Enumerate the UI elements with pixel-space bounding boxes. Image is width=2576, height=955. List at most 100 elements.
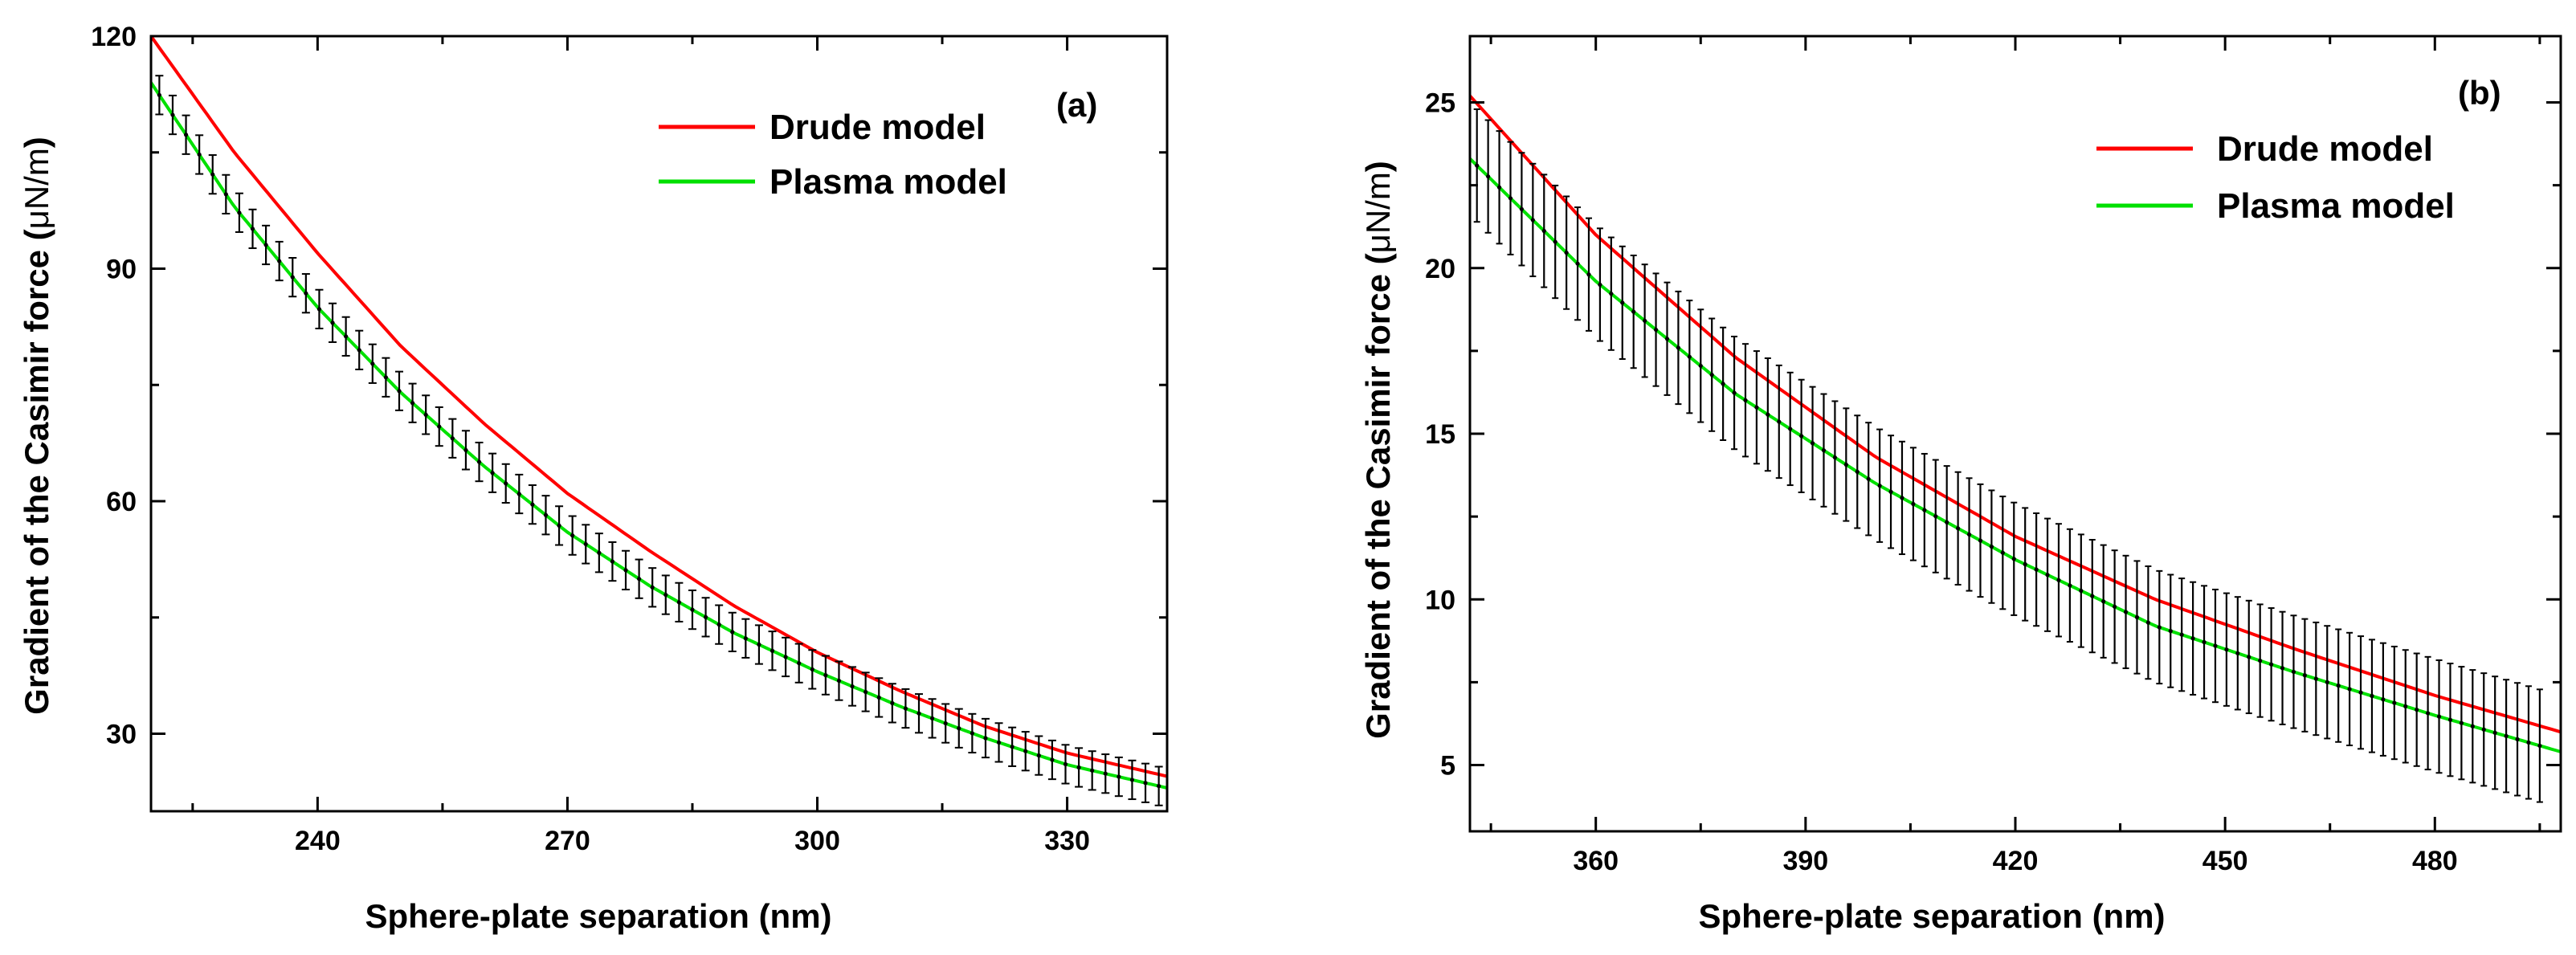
error-bar-a [754,624,763,665]
data-point [410,401,415,406]
y-tick-label-b: 5 [1440,751,1455,782]
data-point [2426,711,2431,716]
error-bar-a [675,582,684,622]
data-point [290,275,295,280]
error-bar-b [2390,645,2398,761]
data-point [1721,382,1725,386]
data-point [2258,658,2263,663]
data-point [2492,730,2497,735]
x-axis-label-b: Sphere-plate separation (nm) [1698,897,2165,935]
x-tick-label-b: 420 [1993,846,2039,876]
data-point [437,424,442,429]
error-bar-a [248,208,257,250]
error-bar-b [2145,565,2152,680]
data-point [2113,604,2117,609]
data-point [2515,737,2520,741]
error-bar-a [301,273,310,314]
error-bar-a [915,693,924,734]
error-bar-a [195,134,204,175]
error-bar-b [2346,631,2354,747]
error-bar-a [861,671,870,712]
data-point [890,700,895,705]
error-bar-b [2480,672,2488,787]
legend-b: Drude model Plasma model [2096,129,2455,226]
error-bar-b [1652,272,1659,387]
data-point [557,523,561,528]
data-point [344,334,349,339]
data-point [330,320,335,325]
series-line-drude-model-b [1468,94,2562,734]
data-point [1143,781,1148,786]
data-point [1519,206,1525,211]
error-bar-a [875,677,884,718]
y-axis-label-unit-a: μN/m [18,148,55,229]
error-bar-b [1518,152,1525,267]
error-bar-a [422,394,431,435]
data-point [2123,610,2129,614]
data-point [623,568,628,573]
data-point [1732,390,1737,395]
data-point [2537,743,2542,749]
error-bar-b [2279,610,2286,725]
data-point [2269,662,2274,667]
data-point [2224,647,2229,652]
data-point [2313,676,2318,681]
data-point [2447,717,2453,722]
error-bar-a [794,643,803,684]
error-bar-b [1507,141,1514,255]
data-point [2291,669,2296,675]
data-point [1541,228,1546,234]
data-point [690,607,695,612]
data-point [1832,455,1838,460]
data-point [2381,697,2386,702]
data-point [1922,508,1927,512]
data-point [170,112,175,117]
y-tick-label-a: 30 [106,720,137,750]
error-bar-a [555,505,564,546]
data-point [2336,684,2341,688]
error-bar-a [394,370,403,411]
error-bar-b [2469,669,2476,784]
error-bars-b [1473,108,2543,803]
x-tick-label-b: 480 [2412,846,2458,876]
x-tick-label-a: 240 [295,826,341,856]
data-point [2347,687,2352,692]
plot-frame-a [149,35,1169,813]
data-point [836,678,842,684]
error-bar-b [2156,569,2163,685]
data-point [1687,354,1692,359]
error-bar-b [2223,592,2230,707]
data-point [730,630,735,635]
error-bar-b [2536,688,2543,803]
data-point [530,502,535,507]
error-bars-a [155,75,1163,806]
x-tick-label-a: 300 [794,826,840,856]
error-bar-a [688,589,696,631]
data-point [797,661,802,666]
error-bar-b [2435,659,2443,774]
data-point [1810,441,1815,446]
error-bar-b [1574,206,1582,321]
error-bar-a [168,94,177,136]
data-point [1855,469,1860,474]
data-point [703,614,708,619]
error-bar-a [728,611,737,653]
error-bar-b [2100,544,2107,659]
error-bar-b [1630,254,1637,369]
data-point [1766,412,1770,417]
error-bar-b [2503,679,2510,794]
error-bar-a [701,597,710,638]
error-bar-b [2424,655,2431,771]
data-point [1743,398,1748,402]
data-point [1843,462,1848,467]
error-bar-a [448,418,457,459]
error-bar-b [2313,621,2320,737]
chart-panel-a: 240 270 300 330 30 60 90 120 Sphere-plate separ… [18,22,1169,935]
y-tick-label-b: 20 [1425,254,1455,284]
data-point [1709,373,1714,378]
legend-label-drude-b: Drude model [2217,129,2433,169]
error-bar-a [182,114,190,155]
error-bar-a [568,515,577,556]
error-bar-a [515,473,524,515]
